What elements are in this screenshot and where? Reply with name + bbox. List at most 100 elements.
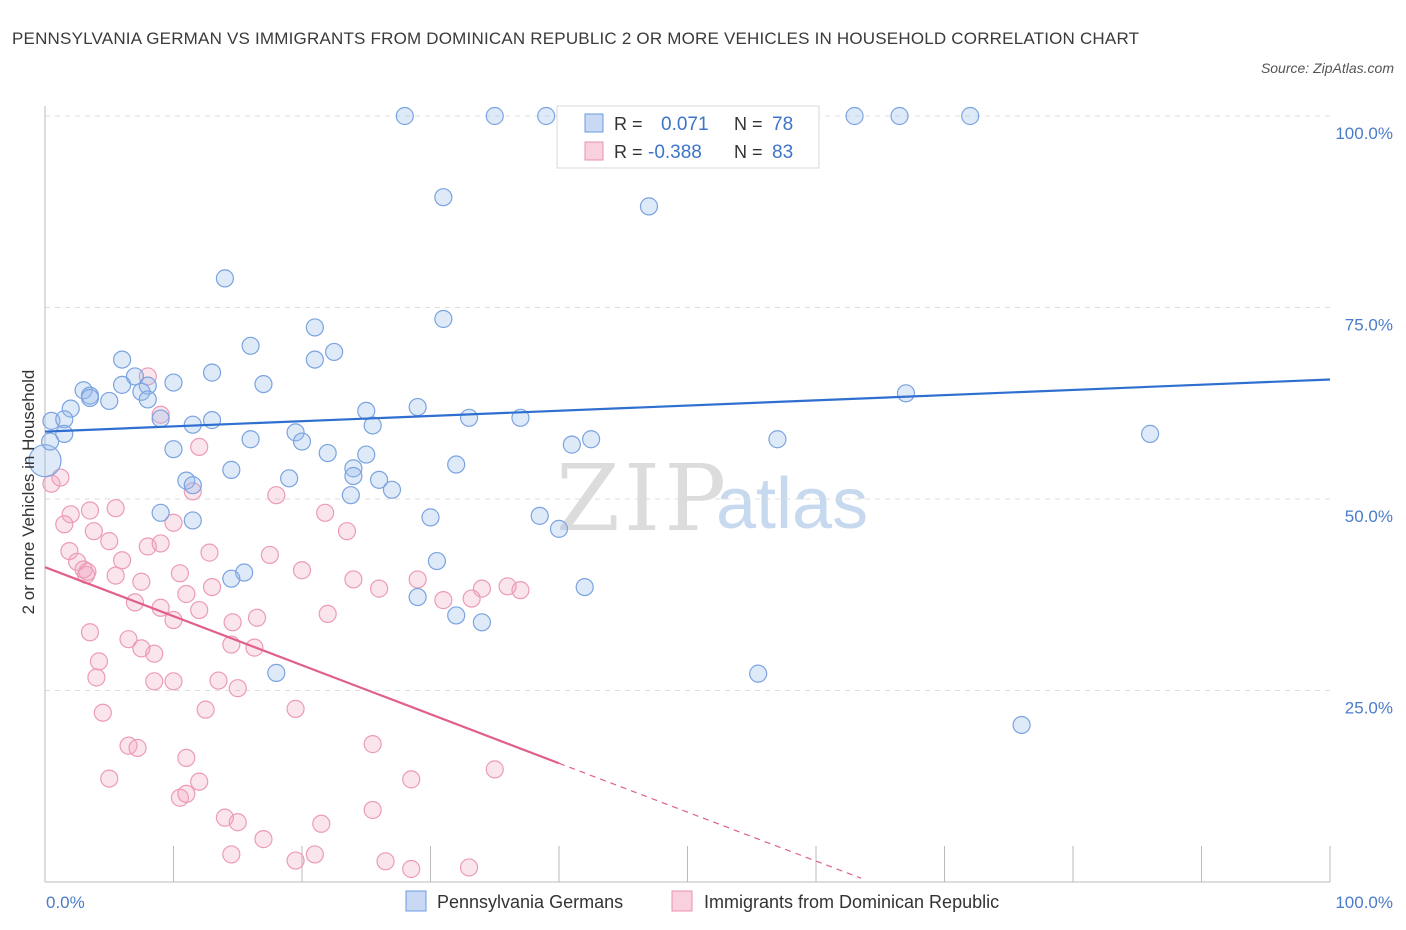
data-point-dominican <box>337 522 357 541</box>
data-point-pennsylvania <box>582 430 601 449</box>
data-point-dominican <box>370 579 389 598</box>
data-point-dominican <box>209 671 228 690</box>
data-point-dominican <box>511 581 530 600</box>
data-point-dominican <box>55 515 74 534</box>
data-point-pennsylvania <box>151 503 170 522</box>
data-point-pennsylvania <box>55 410 74 429</box>
data-point-pennsylvania <box>164 440 183 459</box>
data-point-dominican <box>190 772 209 791</box>
data-point-pennsylvania <box>241 336 260 355</box>
data-point-pennsylvania <box>341 486 360 505</box>
data-point-dominican <box>196 700 215 719</box>
data-point-pennsylvania <box>408 397 427 417</box>
series-dominican-points <box>42 367 530 879</box>
watermark-zip: ZIP <box>556 445 730 552</box>
data-point-dominican <box>177 784 196 804</box>
data-point-dominican <box>78 562 97 581</box>
data-point-dominican <box>200 543 219 562</box>
gridlines <box>45 115 1330 691</box>
data-point-dominican <box>132 572 151 591</box>
series-pennsylvania-points <box>28 106 1160 735</box>
data-point-dominican <box>170 564 190 583</box>
data-point-dominican <box>305 845 324 864</box>
legend-n-label-1: N = <box>734 114 763 134</box>
legend-pink-swatch <box>584 141 604 161</box>
data-point-pennsylvania <box>427 551 447 571</box>
series-legend: Pennsylvania Germans Immigrants from Dom… <box>405 890 999 912</box>
data-point-pennsylvania <box>434 188 453 207</box>
data-point-dominican <box>100 769 119 788</box>
data-point-dominican <box>228 679 247 698</box>
data-point-pennsylvania <box>222 569 241 588</box>
data-point-dominican <box>318 604 337 624</box>
chart-title: PENNSYLVANIA GERMAN VS IMMIGRANTS FROM D… <box>12 29 1140 48</box>
data-point-pennsylvania <box>421 508 440 527</box>
trend-line-dominican-extension <box>558 762 862 879</box>
data-point-dominican <box>376 852 395 871</box>
data-point-dominican <box>402 859 421 879</box>
data-point-dominican <box>223 613 242 632</box>
data-point-dominican <box>260 545 279 565</box>
stats-legend: R = 0.071 N = 78 R = -0.388 N = 83 <box>556 105 820 169</box>
data-point-pennsylvania <box>254 375 273 394</box>
data-point-dominican <box>363 735 382 754</box>
x-tick-label: 0.0% <box>46 893 85 912</box>
data-point-pennsylvania <box>408 587 427 607</box>
data-point-pennsylvania <box>472 613 491 632</box>
data-point-dominican <box>402 770 421 789</box>
data-point-pennsylvania <box>1140 424 1160 443</box>
data-point-dominican <box>485 760 504 779</box>
data-point-dominican <box>462 589 481 608</box>
data-point-pennsylvania <box>549 519 569 538</box>
data-point-dominican <box>292 561 312 580</box>
y-tick-label: 75.0% <box>1345 316 1393 335</box>
data-point-pennsylvania <box>845 106 864 126</box>
data-point-dominican <box>138 367 157 386</box>
axes <box>44 106 1331 883</box>
data-point-dominican <box>145 672 164 691</box>
data-point-pennsylvania <box>575 577 594 597</box>
data-point-pennsylvania <box>112 375 132 394</box>
data-point-dominican <box>363 800 382 820</box>
y-axis-label: 2 or more Vehicles in Household <box>19 370 38 615</box>
data-point-pennsylvania <box>305 350 324 369</box>
data-point-dominican <box>164 513 183 532</box>
y-tick-label: 100.0% <box>1335 124 1393 143</box>
data-point-pennsylvania <box>344 466 363 486</box>
legend-item-pennsylvania: Pennsylvania Germans <box>437 892 623 912</box>
data-point-dominican <box>228 813 247 832</box>
data-point-pennsylvania <box>890 106 909 126</box>
data-point-pennsylvania <box>325 342 344 362</box>
data-point-dominican <box>84 522 103 541</box>
data-point-dominican <box>434 591 453 610</box>
data-point-pennsylvania <box>537 106 556 126</box>
data-point-pennsylvania <box>382 480 402 499</box>
data-point-dominican <box>51 468 70 487</box>
legend-r-value-1: 0.071 <box>661 114 709 135</box>
legend-item-pennsylvania-swatch <box>405 890 427 912</box>
data-point-pennsylvania <box>357 445 376 464</box>
data-point-dominican <box>151 534 170 553</box>
data-point-pennsylvania <box>80 388 100 407</box>
watermark-atlas: atlas <box>716 464 868 544</box>
data-point-dominican <box>316 503 335 522</box>
data-point-pennsylvania <box>1012 715 1031 735</box>
data-point-dominican <box>128 738 147 758</box>
data-point-pennsylvania <box>138 390 157 409</box>
data-point-dominican <box>89 652 109 671</box>
data-point-pennsylvania <box>363 416 382 435</box>
data-point-dominican <box>222 845 241 864</box>
data-point-pennsylvania <box>41 432 60 451</box>
legend-r-label-1: R = <box>614 114 643 134</box>
data-point-dominican <box>183 482 202 501</box>
data-point-pennsylvania <box>164 373 183 392</box>
data-point-dominican <box>254 830 273 849</box>
data-point-dominican <box>286 699 305 718</box>
legend-item-dominican-swatch <box>671 890 693 912</box>
legend-n-value-1: 78 <box>772 114 793 135</box>
data-point-pennsylvania <box>961 106 980 126</box>
data-point-pennsylvania <box>292 432 312 451</box>
data-point-dominican <box>93 703 112 722</box>
data-point-pennsylvania <box>434 309 453 329</box>
data-point-pennsylvania <box>280 469 299 488</box>
